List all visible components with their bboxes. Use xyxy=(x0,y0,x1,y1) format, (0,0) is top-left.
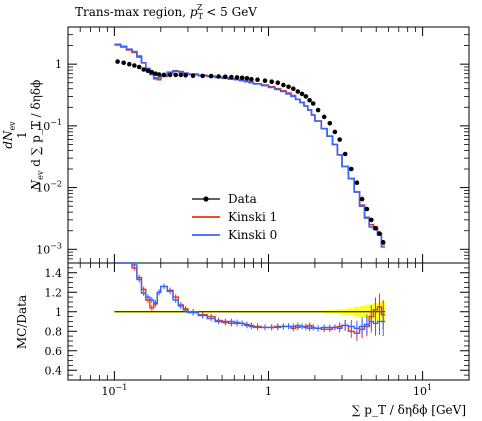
data-point xyxy=(136,64,142,70)
data-point xyxy=(200,73,205,79)
data-point xyxy=(315,107,321,113)
data-point xyxy=(332,129,338,135)
data-point xyxy=(178,72,184,78)
data-point xyxy=(145,68,151,74)
ratio-plot xyxy=(114,262,386,341)
chart-title: Trans-max region, pTZ < 5 GeV xyxy=(75,3,257,21)
data-point xyxy=(291,86,296,91)
data-point xyxy=(286,84,291,90)
ratio-line-kinski-0 xyxy=(114,262,385,329)
legend-label: Data xyxy=(228,192,257,206)
data-point xyxy=(239,75,245,81)
legend-label: Kinski 0 xyxy=(228,228,277,242)
data-point xyxy=(342,151,348,157)
data-point xyxy=(303,94,309,99)
data-point xyxy=(216,74,221,79)
data-point xyxy=(307,98,312,103)
data-point xyxy=(359,196,365,202)
data-point xyxy=(373,225,378,231)
data-point xyxy=(115,59,120,64)
x-tick-label: 10−1 xyxy=(101,383,127,398)
data-point xyxy=(354,180,360,185)
main-plot xyxy=(114,43,386,248)
data-point xyxy=(132,63,137,68)
series-line-kinski-0 xyxy=(114,43,385,248)
data-point xyxy=(156,72,162,77)
data-point xyxy=(223,74,228,80)
data-point xyxy=(364,206,370,212)
data-point xyxy=(349,166,354,172)
ratio-tick-label: 1 xyxy=(55,306,62,319)
ratio-tick-label: 0.4 xyxy=(45,364,63,377)
data-point xyxy=(234,75,240,80)
y-tick-label: 1 xyxy=(55,58,62,71)
legend-marker xyxy=(203,196,209,202)
data-point xyxy=(262,78,268,83)
data-point xyxy=(121,60,126,66)
data-point xyxy=(337,137,343,142)
data-point xyxy=(255,77,260,82)
x-axis-label: ∑ p_T / δηδϕ [GeV] xyxy=(352,403,466,417)
data-point xyxy=(173,72,178,78)
data-point xyxy=(310,101,316,106)
data-point xyxy=(183,73,188,78)
data-point xyxy=(321,114,327,120)
data-point xyxy=(275,80,281,85)
legend-label: Kinski 1 xyxy=(228,210,277,224)
data-point xyxy=(161,72,167,78)
data-point xyxy=(269,79,275,84)
x-tick-label: 1 xyxy=(265,385,272,398)
data-point xyxy=(249,76,254,82)
data-point xyxy=(141,67,146,72)
data-point xyxy=(153,71,158,76)
ratio-plot-frame xyxy=(67,262,470,381)
y-tick-label: 10−1 xyxy=(36,118,62,133)
ratio-y-label: MC/Data xyxy=(15,295,29,349)
data-point xyxy=(369,217,374,223)
legend: Data Kinski 1 Kinski 0 xyxy=(192,192,277,242)
data-point xyxy=(327,121,333,126)
data-point xyxy=(244,76,250,81)
data-point xyxy=(229,74,234,80)
data-point xyxy=(167,72,173,78)
axes: 10−1 1 101 10−3 10−2 10−1 1 0.4 0.6 0.8 1 1.2 1.4 xyxy=(36,27,469,398)
x-tick-label: 101 xyxy=(413,383,432,398)
data-point xyxy=(190,73,196,78)
y-axis-label: 1 Nev d ∑ p_T / δηδϕ dNev xyxy=(1,80,45,192)
y-tick-label: 10−3 xyxy=(36,241,62,256)
data-point xyxy=(299,91,305,97)
ratio-tick-label: 0.8 xyxy=(45,325,63,338)
ratio-tick-label: 1.2 xyxy=(45,286,63,299)
ratio-tick-label: 1.4 xyxy=(45,267,63,280)
data-point xyxy=(380,240,386,245)
ratio-line-kinski-1 xyxy=(114,262,385,334)
data-point xyxy=(208,73,214,79)
data-point xyxy=(149,69,155,75)
data-point xyxy=(295,89,301,94)
y-tick-label: 10−2 xyxy=(36,180,62,195)
data-point xyxy=(377,231,382,236)
data-point xyxy=(127,61,132,67)
data-point xyxy=(281,82,286,88)
y-axis-label-den: Nev d ∑ p_T / δηδϕ xyxy=(29,80,45,192)
y-axis-label-one: 1 xyxy=(15,131,29,139)
y-axis-label-num: dNev xyxy=(1,121,17,149)
ratio-tick-label: 0.6 xyxy=(45,345,63,358)
